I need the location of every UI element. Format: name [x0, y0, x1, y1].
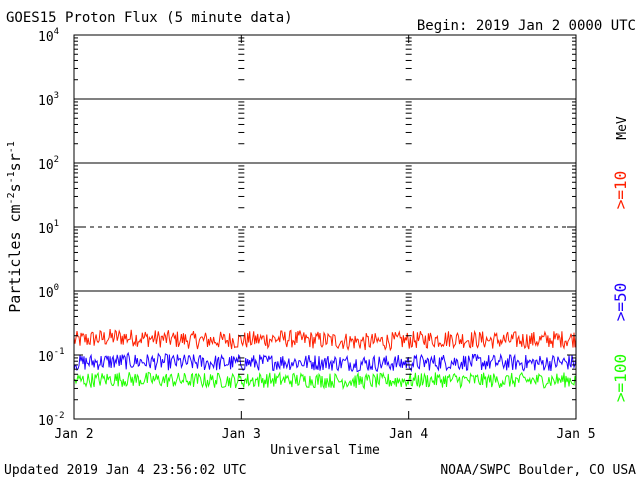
y-tick-label: 103 [38, 91, 59, 109]
updated-time: Updated 2019 Jan 4 23:56:02 UTC [4, 463, 247, 478]
series-layer [73, 329, 577, 391]
x-tick-label: Jan 4 [389, 427, 428, 442]
series-line-1 [73, 351, 577, 373]
x-tick-label: Jan 3 [222, 427, 261, 442]
y-tick-label: 10-1 [38, 347, 65, 365]
credit-text: NOAA/SWPC Boulder, CO USA [440, 463, 636, 478]
chart-title: GOES15 Proton Flux (5 minute data) [6, 10, 293, 26]
legend-entry: >=100 [611, 354, 630, 402]
x-tick-label: Jan 5 [556, 427, 595, 442]
y-tick-label: 104 [38, 27, 59, 45]
legend-entry: >=10 [611, 171, 630, 210]
legend: >=10 >=50 >=100 [611, 171, 630, 402]
begin-time: Begin: 2019 Jan 2 0000 UTC [417, 18, 636, 34]
x-tick-label: Jan 2 [54, 427, 93, 442]
y-tick-label: 101 [38, 219, 59, 237]
unit-label: MeV [615, 116, 630, 140]
y-tick-label: 10-2 [38, 411, 65, 429]
legend-entry: >=50 [611, 283, 630, 322]
series-line-2 [73, 371, 577, 391]
x-axis-ticks: Jan 2 Jan 3 Jan 4 Jan 5 [54, 35, 596, 442]
series-line-0 [73, 329, 577, 352]
x-axis-label: Universal Time [270, 443, 380, 458]
y-tick-label: 102 [38, 155, 59, 173]
y-axis-ticks: 10-2 10-1 100 101 102 103 104 [38, 27, 576, 429]
y-axis-label: Particles cm-2s-1sr-1 [6, 141, 24, 313]
y-tick-label: 100 [38, 283, 59, 301]
reference-lines [74, 98, 576, 292]
